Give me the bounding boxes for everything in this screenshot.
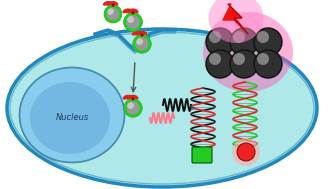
Circle shape [124, 13, 142, 31]
Polygon shape [132, 31, 142, 35]
Circle shape [254, 28, 282, 56]
Circle shape [257, 31, 269, 43]
Circle shape [254, 50, 282, 78]
Circle shape [131, 11, 135, 14]
Circle shape [209, 31, 221, 43]
Circle shape [124, 99, 142, 117]
Circle shape [127, 16, 134, 23]
Ellipse shape [209, 0, 263, 43]
Circle shape [257, 53, 269, 65]
Circle shape [232, 138, 260, 166]
Ellipse shape [30, 82, 110, 154]
Polygon shape [223, 4, 248, 34]
Circle shape [112, 4, 115, 7]
Text: Nucleus: Nucleus [55, 114, 89, 122]
Polygon shape [123, 9, 133, 12]
Circle shape [230, 28, 258, 56]
Ellipse shape [203, 12, 293, 92]
Circle shape [104, 5, 121, 22]
FancyBboxPatch shape [192, 147, 212, 163]
Ellipse shape [19, 67, 124, 163]
Polygon shape [128, 95, 138, 99]
Circle shape [141, 33, 144, 37]
Circle shape [206, 50, 234, 78]
Polygon shape [137, 31, 147, 35]
Circle shape [127, 102, 134, 109]
Polygon shape [108, 2, 118, 5]
Circle shape [237, 143, 255, 161]
Ellipse shape [7, 29, 317, 187]
Circle shape [209, 53, 221, 65]
Circle shape [233, 31, 245, 43]
Polygon shape [123, 95, 133, 99]
Circle shape [230, 50, 258, 78]
Circle shape [133, 35, 151, 53]
Circle shape [136, 38, 143, 45]
Circle shape [107, 8, 114, 15]
Circle shape [233, 53, 245, 65]
Circle shape [131, 98, 135, 101]
Circle shape [206, 28, 234, 56]
Polygon shape [104, 2, 113, 5]
Polygon shape [128, 9, 138, 12]
